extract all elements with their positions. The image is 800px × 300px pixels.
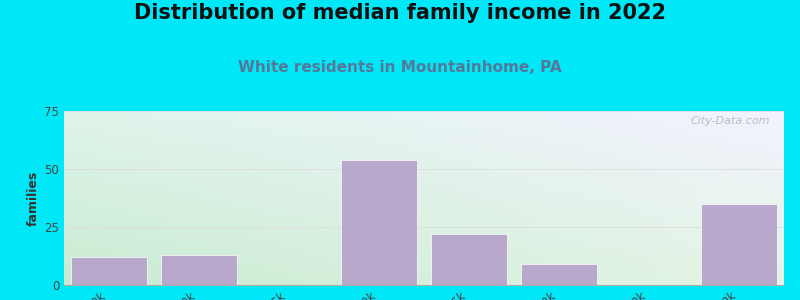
Bar xyxy=(701,204,778,285)
Text: City-Data.com: City-Data.com xyxy=(690,116,770,126)
Bar xyxy=(521,264,598,285)
Text: White residents in Mountainhome, PA: White residents in Mountainhome, PA xyxy=(238,60,562,75)
Bar xyxy=(430,234,507,285)
Bar xyxy=(341,160,418,285)
Bar xyxy=(70,257,147,285)
Bar xyxy=(161,255,238,285)
Text: Distribution of median family income in 2022: Distribution of median family income in … xyxy=(134,3,666,23)
Y-axis label: families: families xyxy=(27,170,40,226)
